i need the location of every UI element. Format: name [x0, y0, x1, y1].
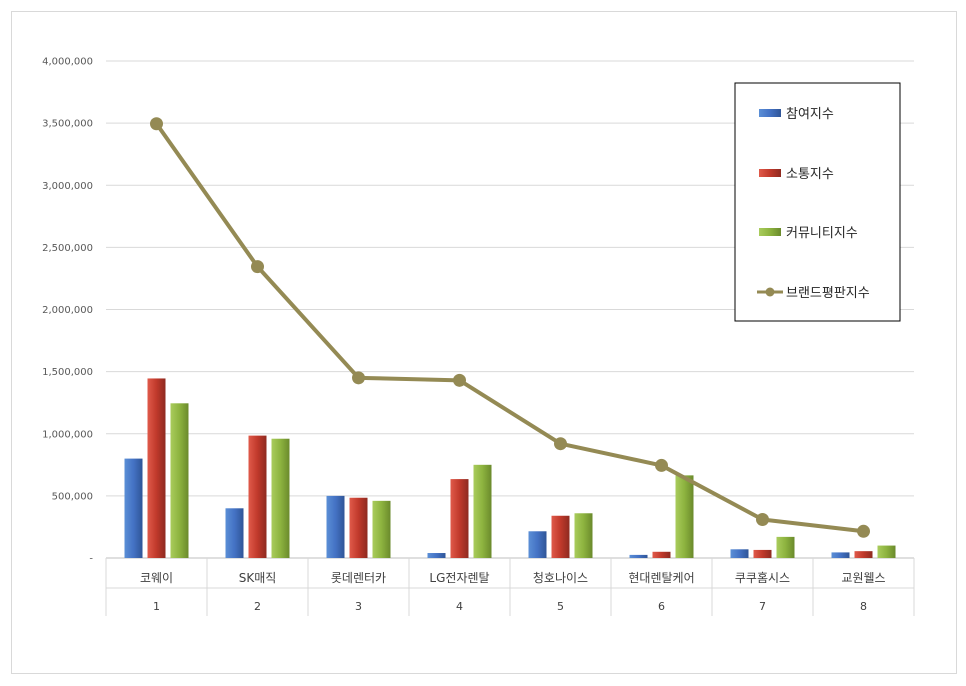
category-label: LG전자렌탈 — [429, 571, 489, 585]
category-index-label: 7 — [759, 600, 766, 613]
bar — [271, 438, 290, 558]
line-point — [352, 371, 365, 385]
bar — [248, 435, 267, 558]
bar — [349, 497, 368, 558]
legend-swatch — [759, 169, 781, 177]
line-series — [150, 117, 870, 538]
category-index-label: 2 — [254, 600, 261, 613]
bar — [427, 553, 446, 558]
line-point — [251, 260, 264, 274]
bar — [124, 458, 143, 558]
bar — [730, 549, 749, 558]
legend-swatch — [759, 109, 781, 117]
category-label: 롯데렌터카 — [331, 571, 386, 585]
bar — [652, 551, 671, 558]
y-tick-label: 1,000,000 — [42, 429, 93, 440]
legend-label: 소통지수 — [786, 167, 834, 182]
y-tick-label: 2,000,000 — [42, 305, 93, 316]
category-index-label: 4 — [456, 600, 463, 613]
category-label: 교원웰스 — [841, 571, 885, 585]
bar — [854, 551, 873, 558]
bar — [528, 531, 547, 558]
bar — [326, 495, 345, 558]
category-label: 쿠쿠홈시스 — [735, 571, 790, 585]
line-point — [857, 524, 870, 538]
line-point — [655, 458, 668, 472]
bar — [170, 403, 189, 558]
category-index-label: 8 — [860, 600, 867, 613]
y-tick-label: 3,000,000 — [42, 181, 93, 192]
line-point — [554, 437, 567, 451]
bars — [124, 378, 896, 558]
category-index-label: 6 — [658, 600, 665, 613]
line-point — [453, 373, 466, 387]
category-index-label: 1 — [153, 600, 160, 613]
legend-label: 참여지수 — [786, 107, 834, 122]
y-tick-label: 1,500,000 — [42, 367, 93, 378]
category-label: 코웨이 — [140, 571, 173, 585]
bar — [574, 513, 593, 558]
x-axis-categories: 코웨이 1 SK매직 2 롯데렌터카 3 LG전자렌탈 4 청호나이스 5 현대렌탈케어 6 쿠쿠홈시스… — [105, 558, 915, 616]
legend-label: 브랜드평판지수 — [786, 286, 870, 301]
bar — [225, 508, 244, 558]
y-tick-label: 500,000 — [52, 491, 93, 502]
y-tick-label: 3,500,000 — [42, 119, 93, 130]
bar — [629, 554, 648, 558]
y-tick-label: 4,000,000 — [42, 57, 93, 68]
legend-box — [734, 82, 901, 322]
line-point — [150, 117, 163, 131]
legend-label: 커뮤니티지수 — [786, 226, 858, 241]
line-point — [756, 512, 769, 526]
bar — [551, 515, 570, 558]
bar — [753, 549, 772, 558]
y-tick-label: - — [89, 554, 93, 565]
bar — [877, 545, 896, 558]
bar — [675, 475, 694, 558]
bar — [147, 378, 166, 558]
category-label: 청호나이스 — [533, 571, 588, 585]
bar — [450, 479, 469, 558]
category-label: 현대렌탈케어 — [628, 571, 694, 585]
y-axis-ticks: - 500,000 1,000,000 1,500,000 2,000,000 2,500… — [42, 57, 93, 565]
series-line — [154, 122, 864, 534]
category-label: SK매직 — [239, 571, 277, 585]
category-index-label: 5 — [557, 600, 564, 613]
bar — [372, 500, 391, 558]
y-tick-label: 2,500,000 — [42, 243, 93, 254]
bar — [831, 552, 850, 558]
legend-swatch — [759, 228, 781, 236]
bar — [776, 536, 795, 558]
bar — [473, 464, 492, 558]
legend-marker — [765, 287, 775, 297]
category-index-label: 3 — [355, 600, 362, 613]
